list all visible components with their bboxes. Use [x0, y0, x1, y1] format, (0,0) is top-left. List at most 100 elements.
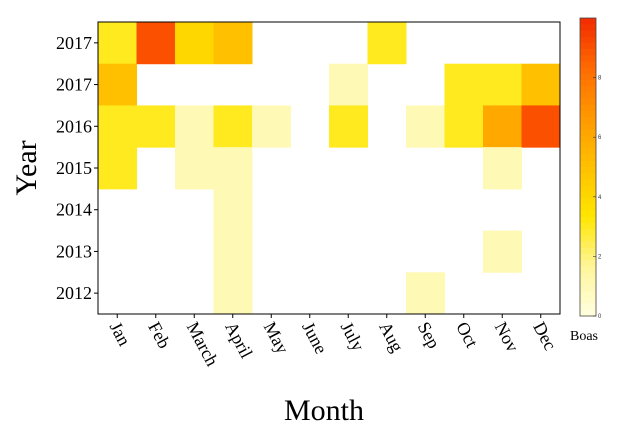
x-tick-label: May: [260, 318, 293, 357]
x-tick-label: July: [337, 318, 369, 354]
colorbar-segment: [580, 24, 596, 32]
heatmap-cell: [98, 63, 137, 106]
colorbar-segment: [580, 291, 596, 298]
colorbar-segment: [580, 278, 596, 286]
colorbar-segment: [580, 142, 596, 149]
colorbar-segment: [580, 247, 596, 255]
y-axis-title: Year: [10, 140, 43, 195]
colorbar-segment: [580, 235, 596, 243]
colorbar-segment: [580, 272, 596, 280]
heatmap-cell: [483, 105, 522, 148]
x-tick-label: Feb: [144, 318, 174, 351]
y-tick-label: 2014: [56, 200, 92, 220]
x-tick-label: Oct: [452, 318, 482, 350]
colorbar-segment: [580, 204, 596, 212]
heatmap-cell: [213, 22, 253, 65]
x-tick-label: Aug: [375, 318, 407, 355]
heatmap-cells: [98, 22, 561, 315]
y-tick-label: 2012: [56, 283, 92, 303]
heatmap-cell: [175, 147, 214, 190]
colorbar-segment: [580, 67, 596, 75]
heatmap-cell: [98, 105, 137, 148]
colorbar-segment: [580, 30, 596, 38]
heatmap-cell: [521, 63, 561, 106]
heatmap-cell: [98, 147, 137, 190]
colorbar-segment: [580, 216, 596, 224]
heatmap-cell: [213, 272, 253, 315]
x-tick-label: June: [298, 318, 331, 357]
colorbar-segment: [580, 185, 596, 193]
colorbar: 0 2 4 6 8: [579, 17, 602, 320]
heatmap-cell: [175, 22, 214, 65]
colorbar-segment: [580, 117, 596, 125]
colorbar-segment: [580, 284, 596, 292]
colorbar-segment: [580, 309, 596, 317]
plot-panel-border: [97, 21, 561, 315]
colorbar-tick-label: 0: [598, 314, 602, 320]
colorbar-tick-label: 4: [598, 195, 602, 201]
heatmap-cell: [483, 230, 522, 273]
colorbar-segment: [580, 42, 596, 50]
colorbar-title: Boas: [570, 329, 598, 344]
y-tick-label: 2016: [56, 116, 92, 136]
colorbar-segment: [580, 80, 596, 87]
y-tick-labels: 2017 2017 2016 2015 2014 2013 2012: [56, 33, 98, 303]
heatmap-cell: [136, 22, 176, 65]
x-tick-label: Sep: [414, 318, 444, 351]
y-tick-label: 2017: [56, 75, 92, 95]
colorbar-border: [579, 17, 597, 317]
heatmap-cell: [483, 147, 522, 190]
colorbar-segment: [580, 111, 596, 118]
colorbar-segment: [580, 160, 596, 168]
heatmap-cell: [521, 105, 561, 148]
heatmap-cell: [444, 105, 484, 148]
heatmap-cell: [213, 188, 253, 232]
heatmap-cell: [136, 105, 176, 148]
colorbar-segment: [580, 123, 596, 131]
colorbar-segment: [580, 49, 596, 56]
heatmap-cell: [329, 63, 368, 106]
colorbar-segment: [580, 135, 596, 143]
y-tick-label: 2013: [56, 241, 92, 261]
colorbar-segment: [580, 73, 596, 81]
heatmap-cell: [406, 272, 445, 315]
x-tick-label: March: [183, 318, 223, 369]
x-tick-label: Jan: [106, 318, 135, 349]
heatmap-cell: [329, 105, 368, 148]
colorbar-tick-label: 6: [598, 135, 602, 141]
colorbar-segment: [580, 18, 596, 25]
heatmap-cell: [406, 105, 445, 148]
colorbar-segment: [580, 173, 596, 181]
colorbar-segment: [580, 98, 596, 106]
colorbar-segment: [580, 167, 596, 174]
heatmap-cell: [213, 230, 253, 273]
colorbar-segment: [580, 55, 596, 63]
colorbar-segment: [580, 253, 596, 261]
x-tick-label: April: [221, 318, 256, 361]
colorbar-tick-label: 8: [598, 76, 602, 82]
heatmap-cell: [444, 63, 484, 106]
heatmap-cell: [252, 105, 291, 148]
colorbar-segment: [580, 61, 596, 69]
colorbar-segment: [580, 36, 596, 44]
heatmap-cell: [213, 147, 253, 190]
x-axis-title: Month: [284, 394, 364, 427]
heatmap-cell: [213, 105, 253, 148]
colorbar-segment: [580, 210, 596, 218]
heatmap-cell: [98, 22, 137, 65]
colorbar-segment: [580, 241, 596, 249]
x-tick-label: Nov: [491, 318, 523, 355]
colorbar-segment: [580, 222, 596, 230]
colorbar-segment: [580, 297, 596, 305]
x-tick-label: Dec: [529, 318, 560, 353]
colorbar-segment: [580, 191, 596, 199]
colorbar-segment: [580, 266, 596, 274]
colorbar-segment: [580, 92, 596, 100]
colorbar-tick-label: 2: [598, 254, 602, 260]
colorbar-segment: [580, 260, 596, 267]
y-tick-label: 2017: [56, 33, 92, 53]
heatmap-cell: [367, 22, 407, 65]
colorbar-segment: [580, 303, 596, 311]
